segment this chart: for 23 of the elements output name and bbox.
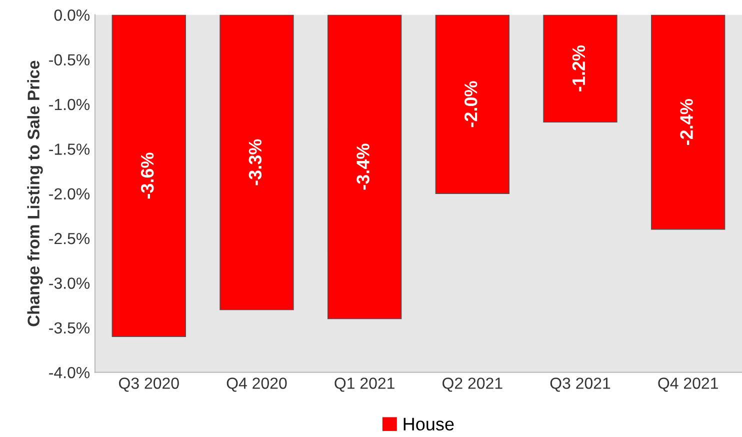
y-tick-label: -2.5% bbox=[49, 232, 90, 244]
x-tick-label: Q2 2021 bbox=[442, 378, 502, 392]
y-tick-label: 0.0% bbox=[54, 9, 90, 21]
data-label: -2.4% bbox=[680, 98, 693, 145]
y-tick-label: -0.5% bbox=[49, 54, 90, 66]
x-tick-label: Q4 2020 bbox=[226, 378, 287, 392]
x-tick-label: Q4 2021 bbox=[658, 378, 718, 392]
y-tick-label: -1.5% bbox=[49, 144, 90, 155]
data-label: -1.2% bbox=[572, 45, 586, 92]
x-tick-label: Q3 2021 bbox=[550, 378, 610, 392]
y-axis-title: Change from Listing to Sale Price bbox=[27, 60, 43, 326]
data-label: -3.4% bbox=[356, 144, 370, 190]
y-tick-label: -1.0% bbox=[49, 98, 90, 110]
y-tick-label: -3.0% bbox=[49, 278, 90, 289]
y-tick-label: -4.0% bbox=[49, 366, 90, 378]
data-label: -3.3% bbox=[248, 139, 262, 186]
x-tick-label: Q1 2021 bbox=[334, 378, 394, 392]
x-tick-label: Q3 2020 bbox=[119, 378, 179, 392]
legend-label: House bbox=[404, 418, 454, 431]
y-tick-label: -3.5% bbox=[49, 322, 90, 334]
data-label: -3.6% bbox=[140, 152, 154, 199]
data-label: -2.0% bbox=[464, 81, 478, 128]
y-tick-label: -2.0% bbox=[49, 188, 90, 200]
